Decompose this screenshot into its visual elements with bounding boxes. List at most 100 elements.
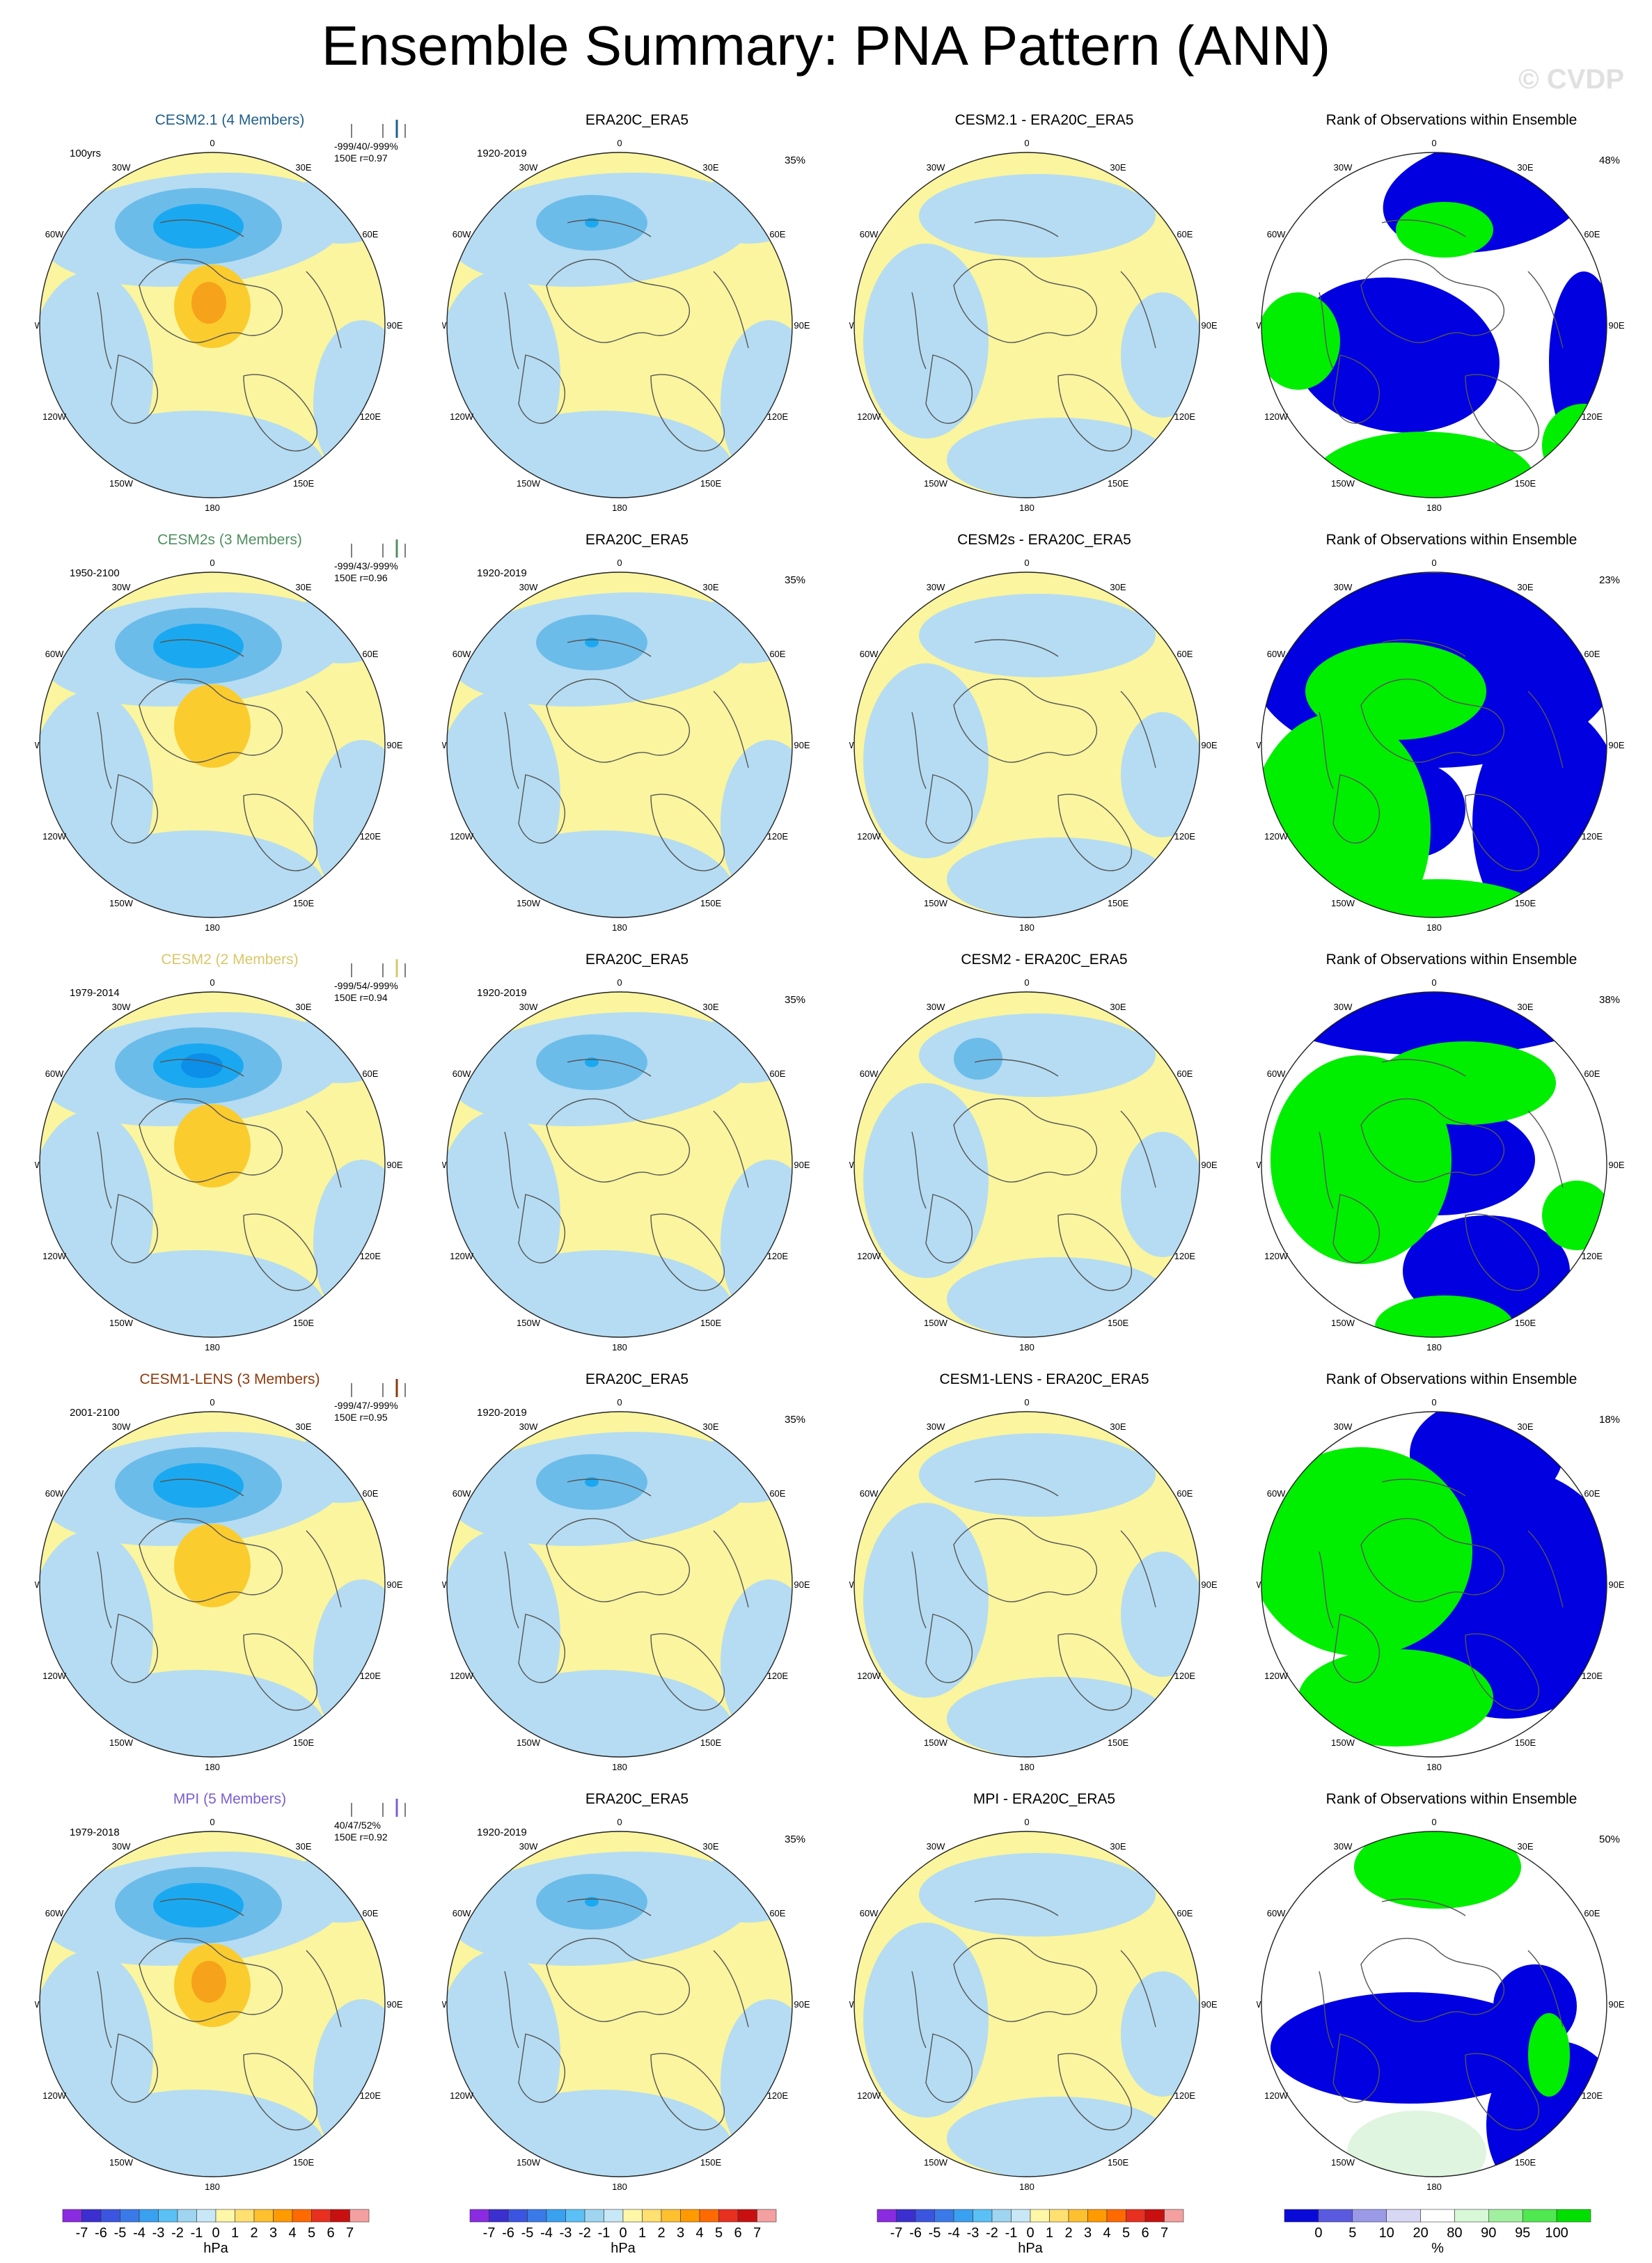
- colorbar-tick-label: 4: [288, 2225, 296, 2241]
- longitude-label: 30W: [112, 162, 131, 173]
- longitude-label: 90E: [386, 320, 402, 331]
- longitude-label: 90E: [794, 320, 810, 331]
- percent-label: 35%: [785, 1834, 806, 1845]
- colorbar-swatch: [953, 2209, 973, 2223]
- colorbar-tick-label: 7: [1161, 2225, 1168, 2241]
- ensemble-spread-whisker: [351, 1379, 406, 1397]
- longitude-label: 60W: [860, 1488, 879, 1499]
- obs-panel-title: ERA20C_ERA5: [585, 1791, 689, 1807]
- longitude-label: 60W: [1267, 229, 1286, 239]
- longitude-label: 120W: [450, 1251, 474, 1261]
- colorbar-unit: hPa: [1018, 2241, 1043, 2255]
- colorbar-tick-label: -5: [114, 2225, 127, 2241]
- longitude-label: 150E: [1515, 478, 1536, 489]
- ens-map: 180 150E 120E 90E 60E 30E 0 30W 60W 90W 120W 150W: [35, 977, 403, 1353]
- colorbar-swatch: [1126, 2209, 1146, 2223]
- colorbar-swatch: [1030, 2209, 1050, 2223]
- ensemble-panel: 180 150E 120E 90E 60E 30E 0 30W 60W 90W 120W 150W CE…: [35, 531, 425, 949]
- stats-line-1: -999/40/-999%: [334, 141, 398, 152]
- longitude-label: 30E: [1110, 162, 1126, 173]
- stats-line-1: -999/47/-999%: [334, 1400, 398, 1411]
- colorbar-swatch: [273, 2209, 293, 2223]
- period-label: 1979-2014: [70, 987, 120, 999]
- longitude-label: 30W: [1334, 1421, 1353, 1432]
- longitude-label: 150E: [293, 898, 315, 908]
- longitude-label: 150W: [109, 1737, 134, 1748]
- longitude-label: 60W: [860, 1069, 879, 1079]
- colorbar-tick-label: -4: [947, 2225, 960, 2241]
- longitude-label: 30W: [927, 1841, 945, 1852]
- longitude-label: 30W: [519, 162, 538, 173]
- longitude-label: 30W: [519, 582, 538, 592]
- stats-line-2: 150E r=0.95: [334, 1412, 388, 1423]
- colorbar-swatch: [1284, 2209, 1319, 2223]
- longitude-label: 90W: [849, 1999, 854, 2010]
- colorbar-unit: hPa: [611, 2241, 636, 2255]
- longitude-label: 120E: [360, 831, 381, 842]
- longitude-label: 90E: [794, 1579, 810, 1590]
- longitude-label: 60W: [1267, 649, 1286, 659]
- longitude-label: 150E: [1108, 1737, 1129, 1748]
- colorbar-unit: hPa: [203, 2241, 228, 2255]
- longitude-label: 120E: [767, 411, 789, 422]
- colorbar-swatch: [876, 2209, 897, 2223]
- diff-map: 180 150E 120E 90E 60E 30E 0 30W 60W 90W 120W 150W: [849, 977, 1218, 1353]
- longitude-label: 90W: [1257, 1579, 1261, 1590]
- longitude-label: 60E: [1584, 1069, 1600, 1079]
- colorbar-tick-label: 95: [1515, 2225, 1530, 2241]
- colorbar-tick-label: -5: [521, 2225, 534, 2241]
- longitude-label: 30E: [702, 1002, 718, 1012]
- longitude-label: 120E: [360, 2090, 381, 2101]
- stats-line-1: 40/47/52%: [334, 1820, 381, 1831]
- longitude-label: 60W: [453, 1488, 471, 1499]
- colorbar-swatch: [469, 2209, 489, 2223]
- stats-line-1: -999/43/-999%: [334, 560, 398, 571]
- longitude-label: 90W: [849, 740, 854, 750]
- colorbar-tick-label: 5: [308, 2225, 315, 2241]
- longitude-label: 60W: [1267, 1488, 1286, 1499]
- colorbar-swatch: [973, 2209, 993, 2223]
- period-label: 1920-2019: [477, 567, 527, 579]
- longitude-label: 60W: [45, 1908, 64, 1918]
- period-label: 1920-2019: [477, 148, 527, 159]
- longitude-label: 120E: [767, 831, 789, 842]
- longitude-label: 150W: [517, 1737, 541, 1748]
- longitude-label: 30E: [295, 582, 311, 592]
- colorbar-tick-label: -6: [909, 2225, 922, 2241]
- longitude-label: 30W: [1334, 1002, 1353, 1012]
- longitude-label: 120W: [450, 1671, 474, 1681]
- longitude-label: 150E: [293, 1737, 315, 1748]
- ensemble-panel-title: CESM2s (3 Members): [157, 532, 302, 548]
- ensemble-panel-title: MPI (5 Members): [173, 1791, 287, 1807]
- longitude-label: 90E: [1201, 1160, 1217, 1170]
- diff-map: 180 150E 120E 90E 60E 30E 0 30W 60W 90W 120W 150W: [849, 1817, 1218, 2192]
- longitude-label: 30E: [702, 1841, 718, 1852]
- page-title: Ensemble Summary: PNA Pattern (ANN): [321, 15, 1331, 77]
- longitude-label: 150E: [1108, 2157, 1129, 2168]
- rank-panel: 180 150E 120E 90E 60E 30E 0 30W 60W 90W 120W 150W Ra…: [1257, 1790, 1646, 2208]
- longitude-label: 30E: [1110, 582, 1126, 592]
- colorbar-diff: -7 -6 -5 -4 -3 -2 -1 0 1 2 3 4 5 6 7 hPa: [867, 2207, 1194, 2256]
- longitude-label: 180: [1019, 503, 1035, 513]
- longitude-label: 150W: [517, 1318, 541, 1328]
- longitude-label: 90W: [442, 320, 447, 331]
- colorbar-swatch: [991, 2209, 1012, 2223]
- longitude-label: 120W: [857, 2090, 881, 2101]
- longitude-label: 120E: [1582, 1251, 1603, 1261]
- longitude-label: 90W: [35, 320, 40, 331]
- colorbar-tick-label: 1: [1046, 2225, 1053, 2241]
- longitude-label: 120E: [1582, 411, 1603, 422]
- colorbar-swatch: [584, 2209, 604, 2223]
- longitude-label: 180: [1426, 1342, 1442, 1353]
- rank-panel: 180 150E 120E 90E 60E 30E 0 30W 60W 90W 120W 150W Ra…: [1257, 1371, 1646, 1788]
- colorbar-swatches: -7 -6 -5 -4 -3 -2 -1 0 1 2 3 4 5 6 7 hPa: [62, 2209, 370, 2256]
- obs-panel-title: ERA20C_ERA5: [585, 1371, 689, 1387]
- longitude-label: 180: [205, 1762, 220, 1772]
- longitude-label: 120E: [1174, 1251, 1196, 1261]
- longitude-label: 90W: [442, 1579, 447, 1590]
- colorbar-tick-label: -7: [890, 2225, 903, 2241]
- colorbar-tick-label: -3: [560, 2225, 572, 2241]
- colorbar-swatch: [330, 2209, 350, 2223]
- colorbar-swatches: 0 5 10 20 80 90 95 100%: [1284, 2209, 1591, 2256]
- longitude-label: 30E: [1110, 1841, 1126, 1852]
